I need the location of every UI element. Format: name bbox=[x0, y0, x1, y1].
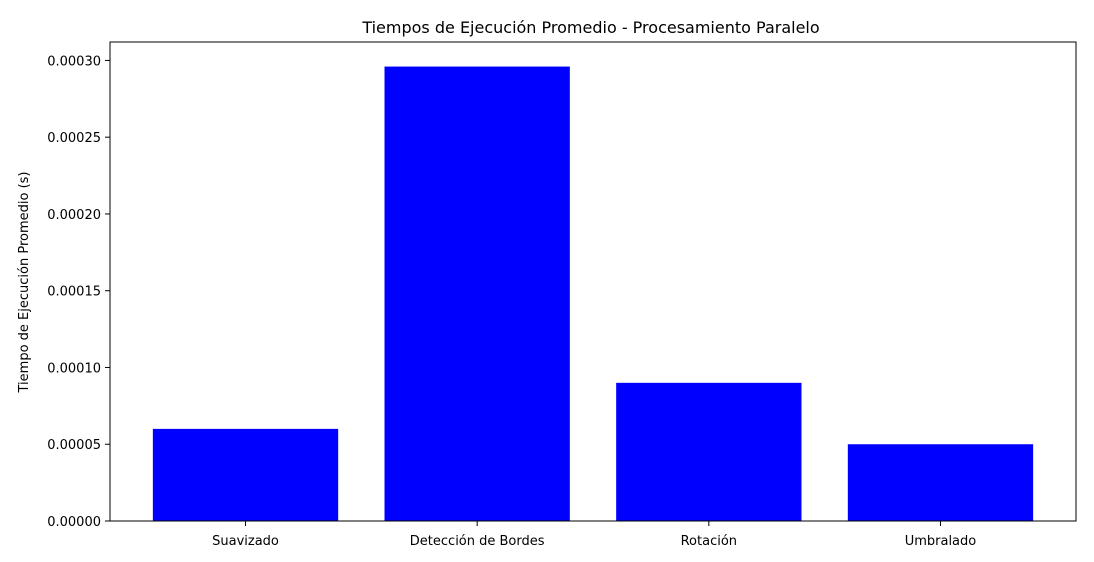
y-tick-label: 0.00010 bbox=[47, 361, 101, 376]
bar-3 bbox=[616, 382, 802, 521]
y-axis-title: Tiempo de Ejecución Promedio (s) bbox=[17, 172, 32, 394]
x-axis: Suavizado Detección de Bordes Rotación Umbr… bbox=[212, 521, 976, 549]
x-tick-label: Umbralado bbox=[905, 534, 977, 549]
x-tick-label: Suavizado bbox=[212, 534, 279, 549]
bar-1 bbox=[152, 428, 339, 521]
y-tick-label: 0.00020 bbox=[47, 208, 101, 223]
y-tick-label: 0.00000 bbox=[47, 515, 101, 530]
y-axis: 0.00000 0.00005 0.00010 0.00015 0.00020 0.000… bbox=[47, 54, 110, 530]
bar-2 bbox=[384, 66, 570, 522]
chart-title: Tiempos de Ejecución Promedio - Procesam… bbox=[361, 18, 819, 37]
y-tick-label: 0.00005 bbox=[47, 438, 101, 453]
y-tick-label: 0.00025 bbox=[47, 131, 101, 146]
y-tick-label: 0.00030 bbox=[47, 54, 101, 69]
bars-layer bbox=[152, 66, 1034, 522]
plot-frame bbox=[109, 41, 1077, 522]
x-tick-label: Detección de Bordes bbox=[410, 534, 545, 549]
y-tick-label: 0.00015 bbox=[47, 285, 101, 300]
bar-4 bbox=[847, 444, 1034, 521]
x-tick-label: Rotación bbox=[681, 534, 737, 549]
